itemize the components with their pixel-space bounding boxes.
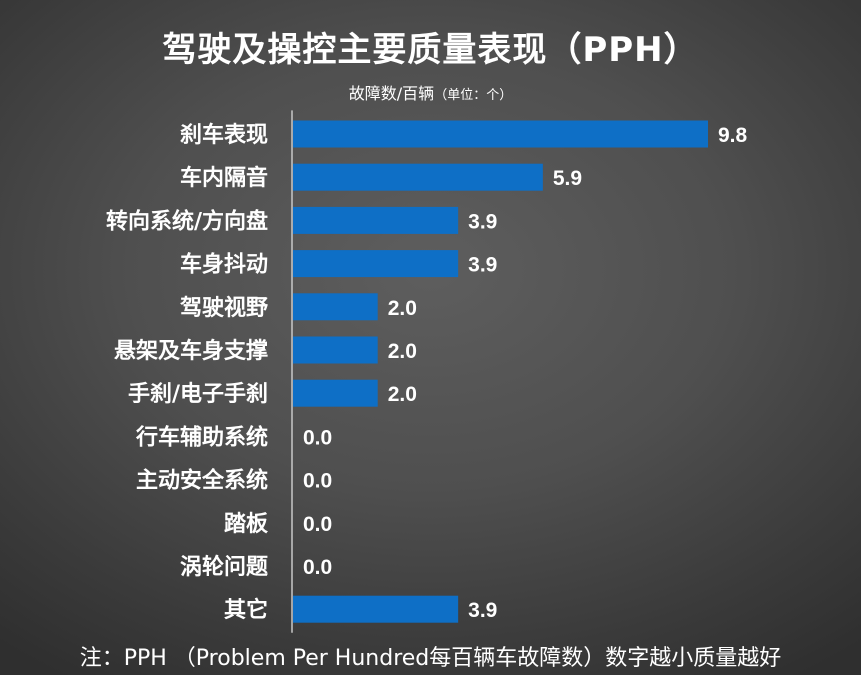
value-label: 2.0	[388, 383, 417, 406]
unit-label-note: （单位：个）	[434, 88, 513, 103]
bar	[293, 120, 708, 148]
value-label: 0.0	[303, 470, 332, 493]
category-label: 其它	[224, 597, 268, 623]
bar	[293, 595, 459, 623]
bar	[293, 206, 459, 234]
category-label: 刹车表现	[180, 122, 268, 148]
category-label: 主动安全系统	[136, 468, 268, 494]
value-label: 0.0	[303, 513, 332, 536]
category-label: 行车辅助系统	[135, 424, 268, 450]
bar	[293, 250, 459, 278]
category-label: 驾驶视野	[180, 295, 268, 321]
category-label: 车身抖动	[180, 252, 268, 278]
bar	[293, 293, 378, 321]
value-label: 0.0	[303, 556, 332, 579]
value-label: 0.0	[303, 426, 332, 449]
value-label: 5.9	[553, 167, 582, 190]
category-label: 车内隔音	[180, 165, 268, 191]
bar	[293, 379, 378, 407]
value-label: 3.9	[468, 254, 497, 277]
value-label: 3.9	[468, 599, 497, 622]
value-label: 2.0	[388, 297, 417, 320]
bar	[293, 336, 378, 364]
unit-label: 故障数/百辆（单位：个）	[0, 80, 861, 104]
value-label: 2.0	[388, 340, 417, 363]
category-label: 转向系统/方向盘	[106, 208, 268, 234]
footnote: 注：PPH （Problem Per Hundred每百辆车故障数）数字越小质量…	[79, 646, 782, 671]
category-label: 悬架及车身支撑	[114, 338, 268, 364]
category-label: 涡轮问题	[180, 554, 269, 580]
category-label: 踏板	[224, 512, 269, 537]
category-label: 手刹/电子手刹	[128, 382, 268, 407]
bar	[293, 163, 543, 191]
value-label: 9.8	[718, 124, 748, 147]
value-label: 3.9	[468, 210, 497, 233]
chart-title: 驾驶及操控主要质量表现（PPH）	[162, 30, 699, 70]
unit-label-main: 故障数/百辆	[348, 84, 435, 103]
